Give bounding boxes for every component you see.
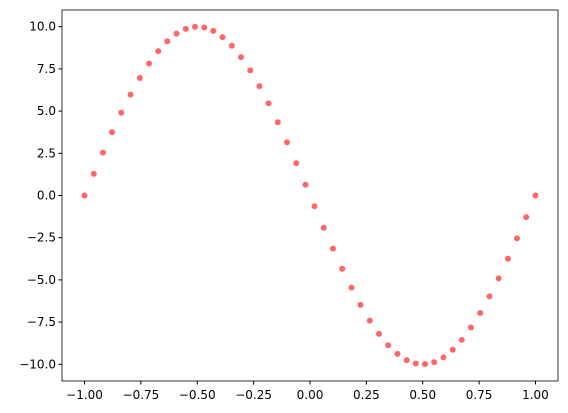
point: [219, 34, 226, 41]
point: [284, 139, 291, 146]
point: [210, 27, 217, 34]
point: [523, 214, 530, 221]
point: [146, 60, 153, 67]
point: [81, 192, 88, 199]
point: [265, 100, 272, 107]
point: [90, 170, 97, 177]
point: [532, 192, 539, 199]
point: [394, 350, 401, 357]
point: [311, 203, 318, 210]
point: [320, 224, 327, 231]
point: [504, 255, 511, 262]
point: [173, 30, 180, 37]
point: [403, 357, 410, 364]
point: [247, 67, 254, 74]
y-tick-label: −7.5: [27, 315, 56, 329]
point: [375, 330, 382, 337]
x-tick-label: 1.00: [522, 388, 549, 402]
point: [182, 25, 189, 32]
x-tick-label: −1.00: [66, 388, 103, 402]
point: [366, 317, 373, 324]
point: [329, 245, 336, 252]
point: [127, 91, 134, 98]
point: [192, 23, 199, 30]
point: [348, 284, 355, 291]
point: [513, 235, 520, 242]
point: [238, 54, 245, 61]
point: [495, 275, 502, 282]
y-tick-label: −10.0: [19, 357, 56, 371]
point: [164, 38, 171, 45]
axes-frame: [61, 9, 559, 382]
y-tick-label: 10.0: [29, 20, 56, 34]
x-tick-label: 0.50: [409, 388, 436, 402]
point: [357, 301, 364, 308]
point: [109, 129, 116, 136]
point: [155, 48, 162, 55]
y-tick-label: −2.5: [27, 231, 56, 245]
point: [293, 160, 300, 167]
point: [412, 360, 419, 367]
point: [339, 265, 346, 272]
y-tick-label: 5.0: [37, 104, 56, 118]
point: [458, 336, 465, 343]
x-tick-label: −0.25: [235, 388, 272, 402]
point: [421, 361, 428, 368]
x-tick-label: 0.00: [297, 388, 324, 402]
point: [228, 42, 235, 49]
point: [467, 324, 474, 331]
point: [256, 83, 263, 90]
y-tick-label: 2.5: [37, 146, 56, 160]
y-tick-label: 7.5: [37, 62, 56, 76]
point: [201, 24, 208, 31]
point: [118, 109, 125, 116]
point: [385, 342, 392, 349]
point: [302, 181, 309, 188]
point: [136, 75, 143, 82]
point: [100, 149, 107, 156]
point: [440, 354, 447, 361]
x-tick-label: −0.50: [179, 388, 216, 402]
x-tick-label: 0.25: [353, 388, 380, 402]
x-tick-label: 0.75: [466, 388, 493, 402]
point: [274, 119, 281, 126]
y-tick-label: −5.0: [27, 273, 56, 287]
point: [486, 293, 493, 300]
point: [449, 346, 456, 353]
point: [431, 359, 438, 366]
y-tick-label: 0.0: [37, 189, 56, 203]
x-tick-label: −0.75: [123, 388, 160, 402]
point: [477, 309, 484, 316]
